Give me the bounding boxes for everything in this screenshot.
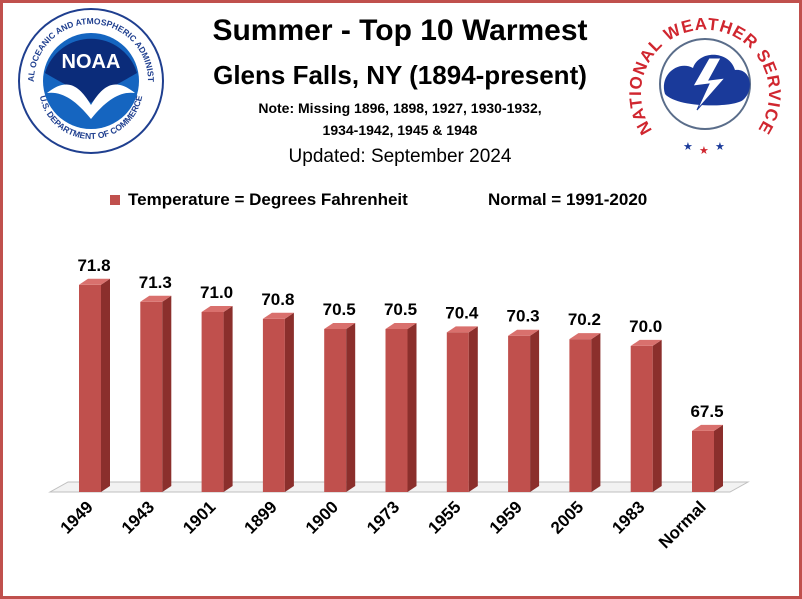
bar	[569, 333, 601, 492]
legend-normal-label: Normal = 1991-2020	[488, 190, 648, 209]
x-tick-label: 1973	[363, 497, 403, 537]
bar	[508, 329, 540, 492]
x-tick-label: 1901	[179, 497, 219, 537]
bar	[324, 322, 356, 492]
bar	[692, 424, 723, 492]
x-tick-label: 1959	[486, 497, 526, 537]
legend-swatch	[110, 195, 120, 205]
data-label: 67.5	[690, 402, 723, 421]
x-tick-label: Normal	[655, 497, 710, 552]
nws-logo: NATIONAL WEATHER SERVICE ★ ★ ★	[626, 8, 783, 160]
noaa-seagull-icon	[47, 84, 135, 119]
nws-star-icon: ★	[715, 141, 725, 153]
x-tick-label: 1899	[241, 497, 281, 537]
data-label: 70.5	[323, 300, 356, 319]
bar	[262, 312, 294, 492]
data-label: 70.8	[261, 290, 294, 309]
x-tick-label: 2005	[547, 497, 587, 537]
data-label: 70.3	[507, 307, 540, 326]
x-tick-label: 1900	[302, 497, 342, 537]
data-label: 70.0	[629, 317, 662, 336]
legend-series-label: Temperature = Degrees Fahrenheit	[128, 190, 408, 209]
x-tick-label: 1949	[57, 497, 97, 537]
lightning-icon	[692, 57, 727, 111]
data-label: 70.5	[384, 300, 417, 319]
bar	[79, 278, 110, 492]
noaa-wordmark: NOAA	[62, 51, 121, 73]
data-label: 70.2	[568, 310, 601, 329]
nws-star-icon: ★	[699, 145, 709, 157]
chart-subtitle: Glens Falls, NY (1894-present)	[213, 60, 587, 90]
x-tick-label: 1983	[608, 497, 648, 537]
data-label: 71.3	[139, 273, 172, 292]
missing-note-line1: Note: Missing 1896, 1898, 1927, 1930-193…	[258, 100, 542, 116]
bar	[201, 305, 233, 492]
x-tick-label: 1943	[118, 497, 158, 537]
data-label: 71.8	[77, 256, 110, 275]
bar	[385, 322, 417, 492]
bar	[446, 326, 478, 492]
bar	[140, 295, 172, 492]
data-label: 71.0	[200, 283, 233, 302]
missing-note-line2: 1934-1942, 1945 & 1948	[322, 122, 478, 138]
chart-title: Summer - Top 10 Warmest	[212, 14, 588, 47]
nws-star-icon: ★	[683, 141, 693, 153]
x-tick-label: 1955	[424, 497, 464, 537]
noaa-logo: NATIONAL OCEANIC AND ATMOSPHERIC ADMINIS…	[17, 7, 164, 154]
bar	[630, 339, 662, 492]
updated-text: Updated: September 2024	[288, 146, 512, 167]
data-label: 70.4	[445, 303, 479, 322]
